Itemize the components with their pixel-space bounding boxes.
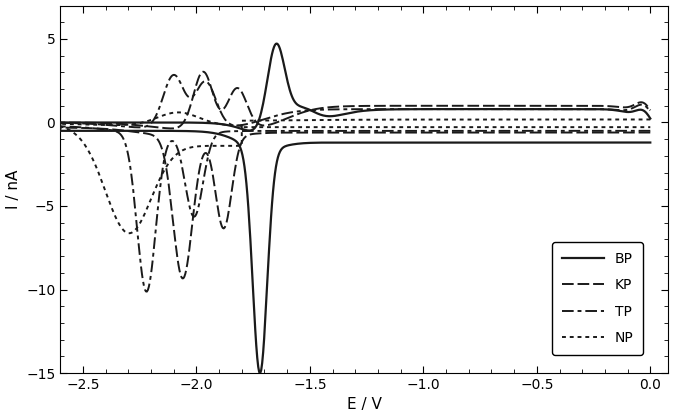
Y-axis label: I / nA: I / nA	[5, 170, 20, 209]
X-axis label: E / V: E / V	[347, 398, 381, 413]
Legend: BP, KP, TP, NP: BP, KP, TP, NP	[552, 242, 643, 355]
